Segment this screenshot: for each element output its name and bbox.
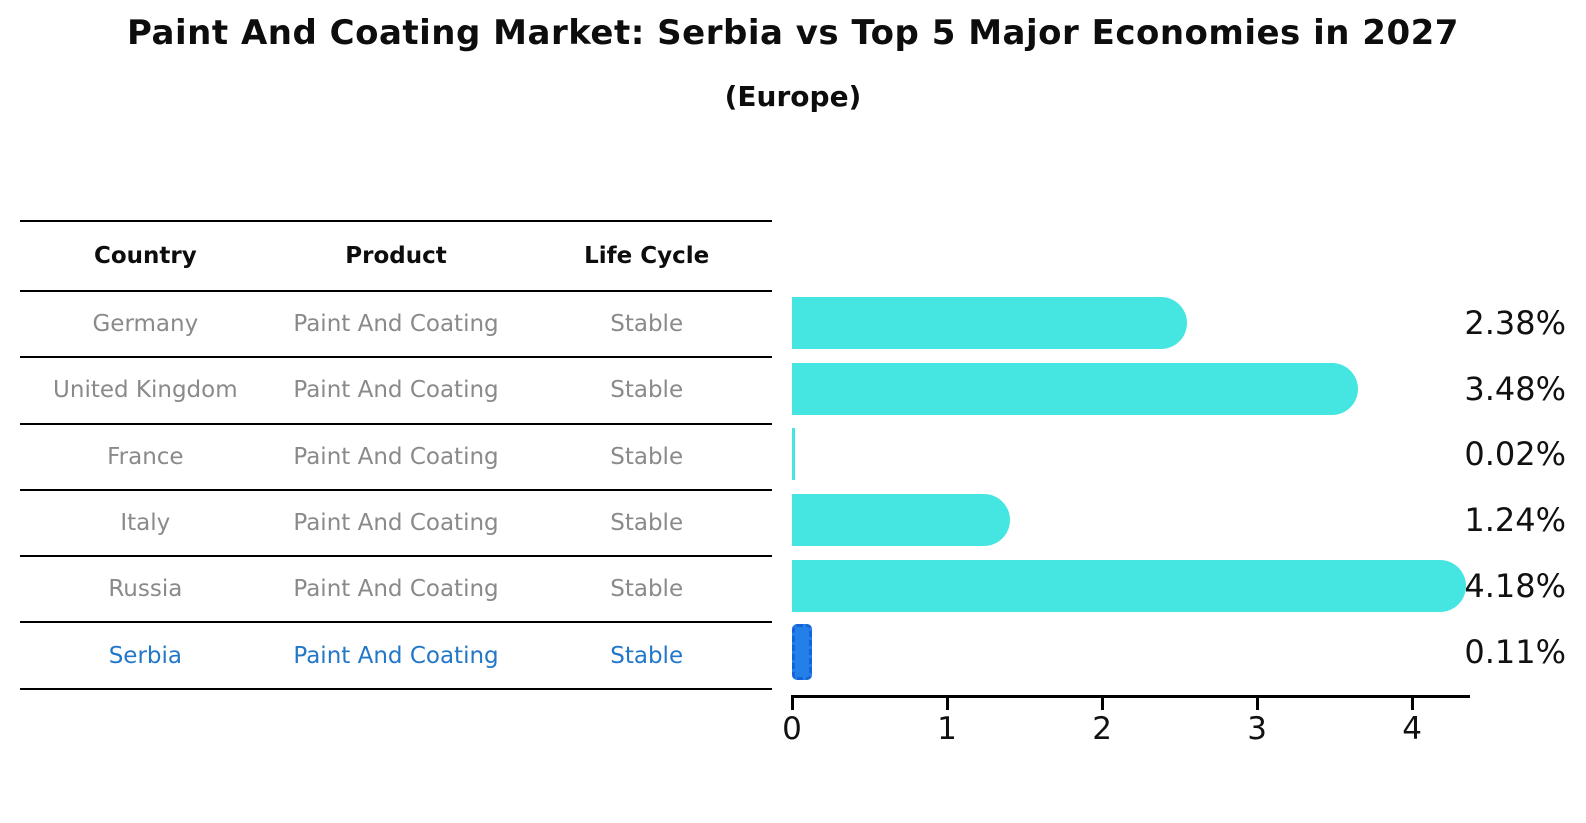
x-axis-ticks: 0 1 2 3 4 [782,695,1468,755]
chart-subtitle: (Europe) [724,80,862,113]
value-label-germany: 2.38% [1464,303,1566,342]
country-cell: Serbia [108,642,182,669]
chart-title: Paint And Coating Market: Serbia vs Top … [127,13,1459,53]
tick-label: 3 [1247,711,1267,747]
tick-label: 4 [1402,711,1423,747]
table-row-united-kingdom: United Kingdom Paint And Coating Stable [20,358,772,425]
tick-mark [1255,695,1259,710]
bar-italy [792,494,1011,547]
product-cell: Paint And Coating [293,576,499,603]
bar-france [792,428,796,481]
life-cycle-cell: Stable [610,311,684,338]
column-header-life-cycle: Life Cycle [584,243,710,269]
product-cell: Paint And Coating [293,642,499,669]
bar-united-kingdom [792,362,1358,415]
life-cycle-cell: Stable [610,642,684,669]
table-row-germany: Germany Paint And Coating Stable [20,292,772,359]
column-header-country: Country [93,243,197,269]
tick-mark [790,695,794,710]
x-axis-line [792,695,1470,698]
country-cell: Germany [92,311,199,338]
tick-label: 2 [1092,711,1112,747]
value-labels: 2.38% 3.48% 0.02% 1.24% 4.18% 0.11% [1430,290,1566,685]
tick-label: 0 [782,711,802,747]
country-cell: France [107,443,184,470]
tick-mark [1410,695,1414,710]
product-cell: Paint And Coating [293,443,499,470]
table-row-russia: Russia Paint And Coating Stable [20,557,772,624]
tick-mark [945,695,949,710]
bar-plot-area [792,290,1468,685]
table-row-serbia: Serbia Paint And Coating Stable [20,623,772,690]
table-row-france: France Paint And Coating Stable [20,425,772,491]
tick-label: 1 [937,711,957,747]
value-label-italy: 1.24% [1464,501,1566,540]
bar-germany [792,296,1187,349]
bar-serbia [792,623,813,680]
value-label-russia: 4.18% [1464,567,1566,606]
table-row-italy: Italy Paint And Coating Stable [20,491,772,558]
comparison-table: Country Product Life Cycle Germany Paint… [20,220,772,690]
country-cell: Italy [120,510,171,537]
product-cell: Paint And Coating [293,377,499,404]
tick-mark [1100,695,1104,710]
country-cell: United Kingdom [53,377,238,404]
table-header-row: Country Product Life Cycle [20,222,772,292]
column-header-product: Product [345,243,447,269]
product-cell: Paint And Coating [293,510,499,537]
life-cycle-cell: Stable [610,510,684,537]
bar-russia [792,560,1467,613]
value-label-serbia: 0.11% [1464,632,1566,671]
country-cell: Russia [108,576,183,603]
product-cell: Paint And Coating [293,311,499,338]
life-cycle-cell: Stable [610,443,684,470]
value-label-france: 0.02% [1464,435,1566,474]
life-cycle-cell: Stable [610,377,684,404]
life-cycle-cell: Stable [610,576,684,603]
value-label-united-kingdom: 3.48% [1464,369,1566,408]
